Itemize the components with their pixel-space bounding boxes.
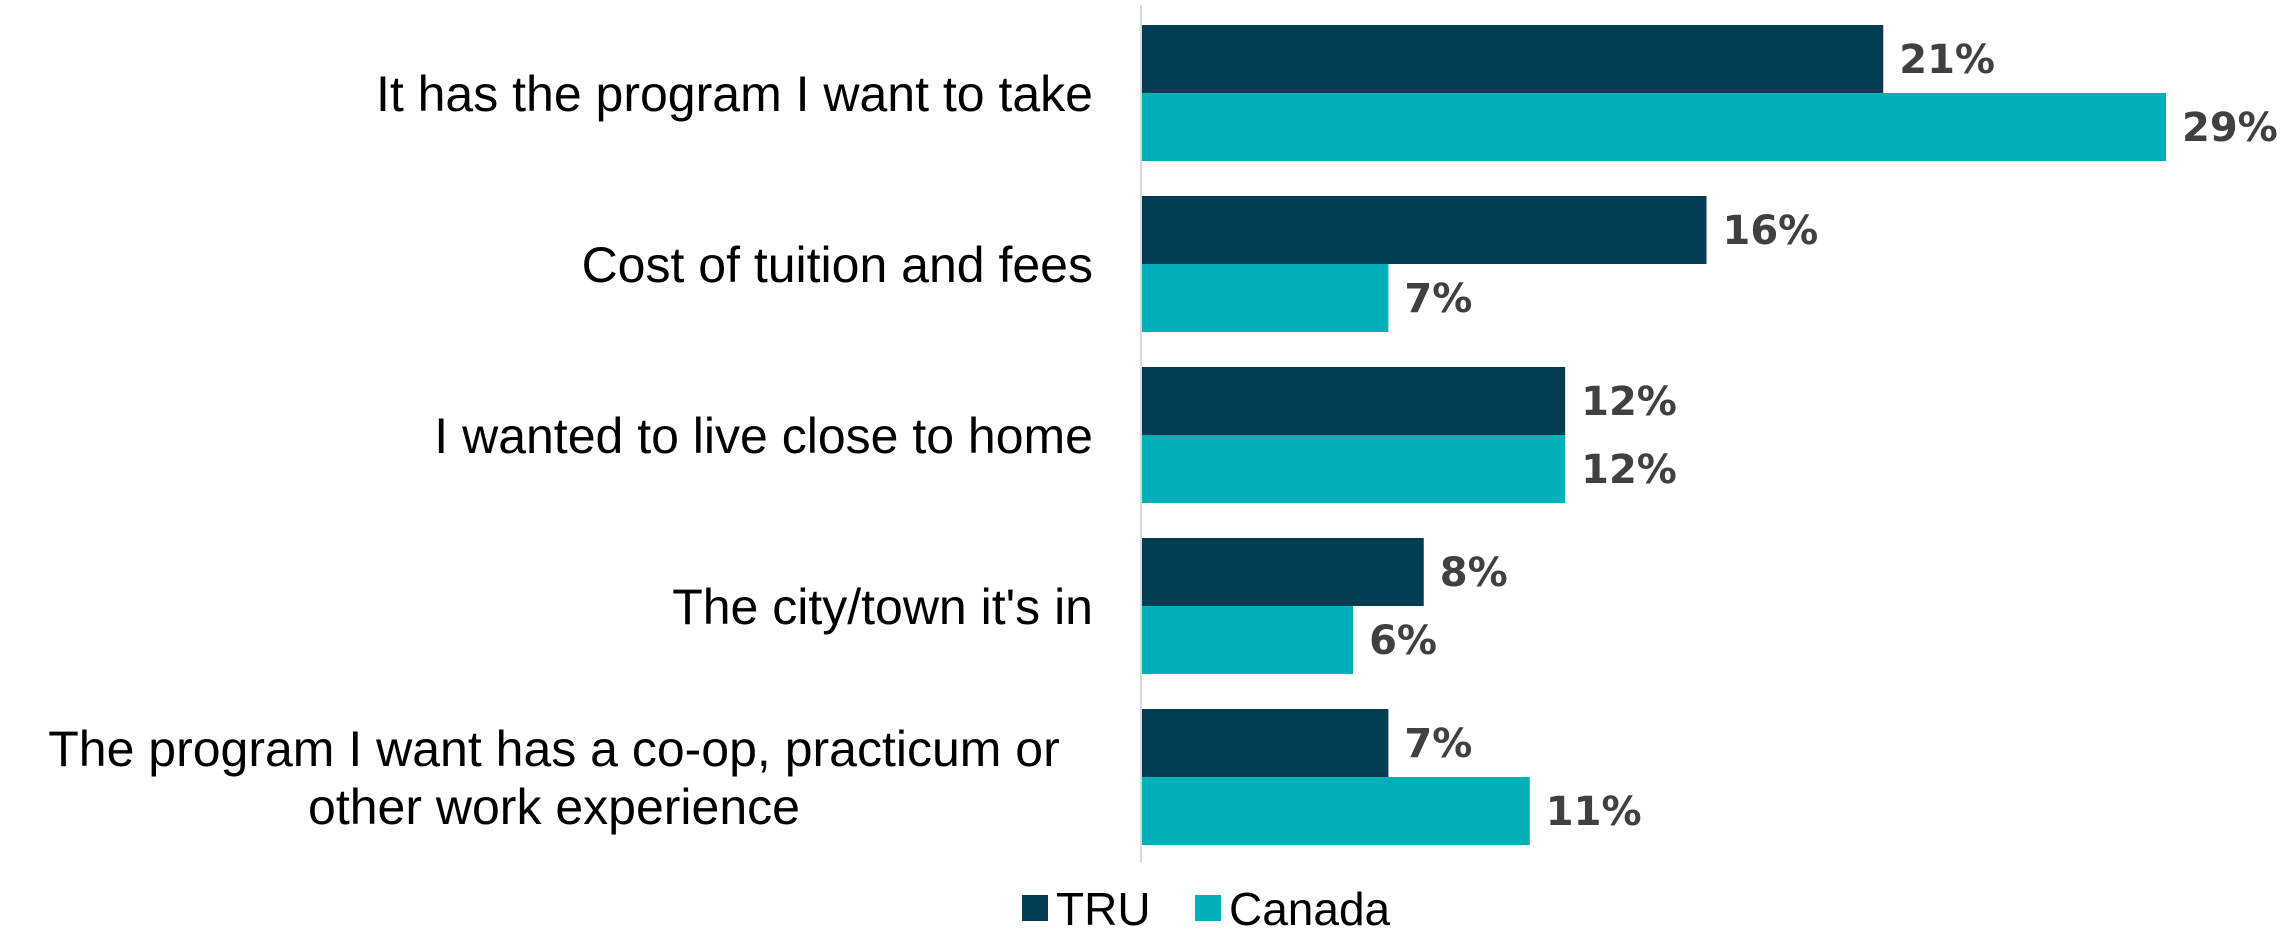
value-label-tru-3: 8%	[1440, 550, 1508, 596]
bar-canada-0	[1141, 93, 2166, 161]
legend-label-canada: Canada	[1229, 883, 1391, 935]
bar-canada-1	[1141, 264, 1389, 332]
bar-tru-1	[1141, 196, 1707, 264]
bar-tru-0	[1141, 25, 1884, 93]
value-label-tru-0: 21%	[1899, 37, 1995, 83]
value-label-canada-3: 6%	[1369, 618, 1437, 664]
value-label-canada-2: 12%	[1581, 447, 1677, 493]
category-label-3: The city/town it's in	[672, 579, 1093, 635]
category-labels-group: It has the program I want to take Cost of…	[48, 66, 1093, 835]
value-label-canada-1: 7%	[1404, 276, 1472, 322]
legend-label-tru: TRU	[1056, 883, 1151, 935]
bar-tru-2	[1141, 367, 1566, 435]
bars-group	[1141, 25, 2166, 845]
value-label-canada-0: 29%	[2182, 105, 2278, 151]
legend-swatch-canada	[1195, 895, 1221, 921]
value-labels-group: 21% 29% 16% 7% 12% 12% 8%6% 7% 11%	[1369, 37, 2278, 835]
bar-canada-2	[1141, 435, 1566, 503]
category-label-2: I wanted to live close to home	[434, 408, 1093, 464]
value-label-tru-1: 16%	[1723, 208, 1819, 254]
bar-canada-4	[1141, 777, 1530, 845]
value-label-canada-4: 11%	[1546, 789, 1642, 835]
bar-tru-4	[1141, 709, 1389, 777]
value-label-tru-2: 12%	[1581, 379, 1677, 425]
value-label-tru-4: 7%	[1404, 721, 1472, 767]
legend-swatch-tru	[1022, 895, 1048, 921]
category-label-0: It has the program I want to take	[376, 66, 1093, 122]
legend: TRU Canada	[1022, 883, 1391, 935]
category-label-1: Cost of tuition and fees	[582, 237, 1093, 293]
bar-tru-3	[1141, 538, 1424, 606]
category-label-4: The program I want has a co-op, practicu…	[48, 721, 1060, 835]
bar-canada-3	[1141, 606, 1354, 674]
